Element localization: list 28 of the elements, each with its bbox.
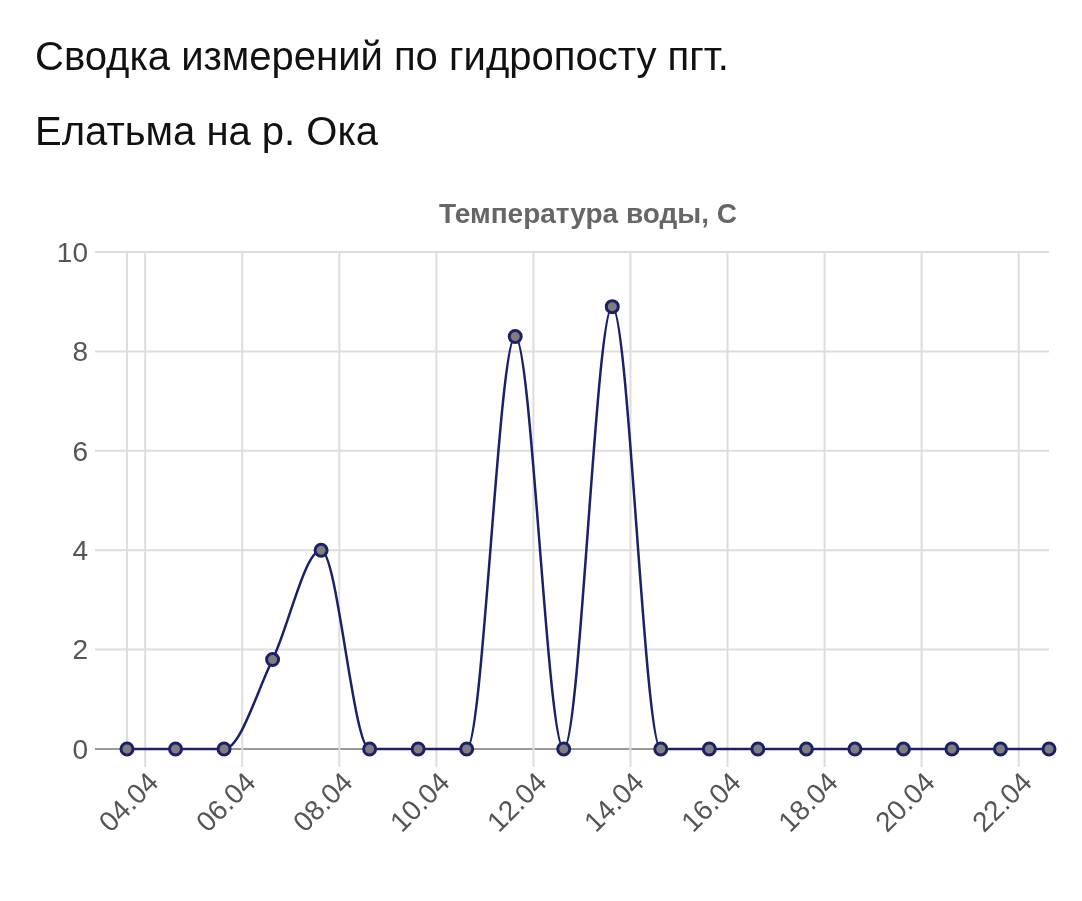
y-tick-label: 2 [72,634,88,666]
chart-title: Сводка измерений по гидропосту пгт. Елатьма на р. Ока [35,34,729,153]
point [604,299,620,315]
point [507,328,523,344]
point [847,741,863,757]
point [992,741,1008,757]
point [895,741,911,757]
point [556,741,572,757]
y-tick-label: 4 [72,535,88,566]
point [1041,741,1057,757]
point [701,741,717,757]
point [944,741,960,757]
point [410,741,426,757]
point [265,652,281,668]
y-tick-label: 8 [72,336,88,368]
point [216,741,232,757]
point [313,542,329,558]
point [653,741,669,757]
point [362,741,378,757]
y-tick-label: 6 [72,435,88,467]
chart-subtitle: Температура воды, С [439,198,737,229]
point [459,741,475,757]
point [798,741,814,757]
y-tick-label: 0 [72,733,88,765]
point [168,741,184,757]
y-tick-label: 10 [56,236,88,268]
point [750,741,766,757]
point [119,741,135,757]
